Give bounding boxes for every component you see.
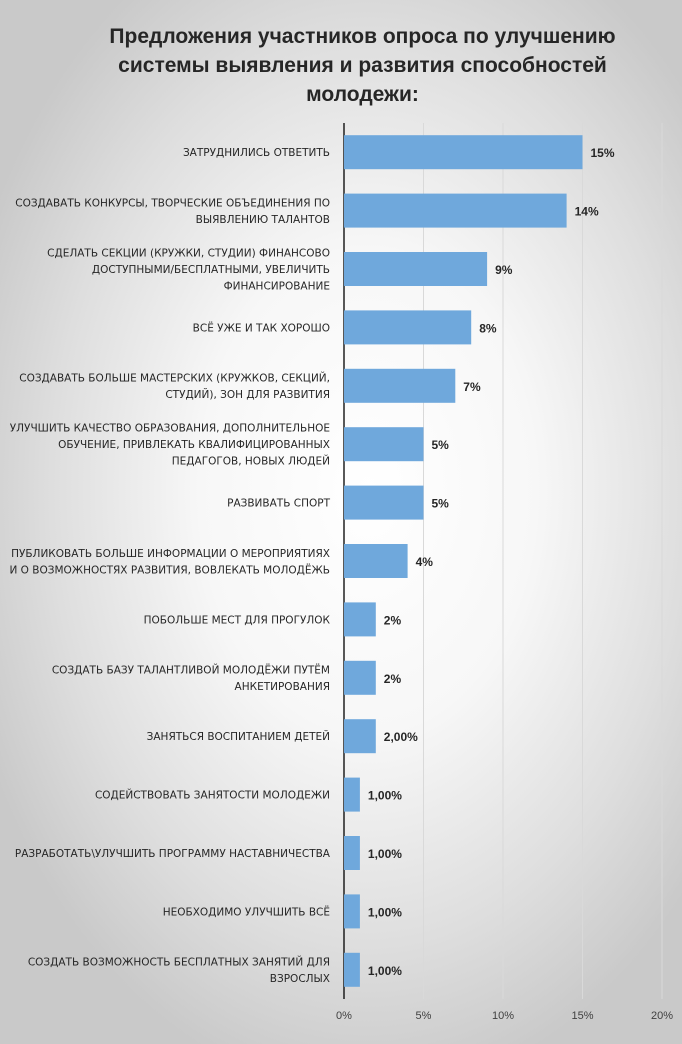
x-tick-label: 10% bbox=[492, 1010, 514, 1022]
bar bbox=[344, 485, 424, 520]
bar bbox=[344, 777, 360, 812]
data-label: 15% bbox=[591, 146, 615, 160]
data-label: 14% bbox=[575, 205, 599, 219]
category-label: СОЗДАВАТЬ БОЛЬШЕ МАСТЕРСКИХ (КРУЖКОВ, СЕ… bbox=[19, 372, 330, 402]
data-label: 2% bbox=[384, 672, 402, 686]
data-label: 1,00% bbox=[368, 847, 402, 861]
category-label: УЛУЧШИТЬ КАЧЕСТВО ОБРАЗОВАНИЯ, ДОПОЛНИТЕ… bbox=[10, 423, 330, 468]
x-tick-label: 15% bbox=[571, 1010, 593, 1022]
data-label: 5% bbox=[432, 497, 450, 511]
data-labels: 15% 14% 9% 8% 7% 5% 5% 4% 2% 2% 2,00% 1,00% 1,00% 1,0… bbox=[368, 146, 615, 978]
data-label: 5% bbox=[432, 438, 450, 452]
bar bbox=[344, 368, 456, 403]
category-label: СОЗДАВАТЬ КОНКУРСЫ, ТВОРЧЕСКИЕ ОБЪЕДИНЕН… bbox=[15, 197, 330, 226]
bar bbox=[344, 894, 360, 929]
bar bbox=[344, 836, 360, 870]
category-label: СОЗДАТЬ БАЗУ ТАЛАНТЛИВОЙ МОЛОДЁЖИ ПУТЁМ А… bbox=[52, 664, 330, 694]
category-label: СОДЕЙСТВОВАТЬ ЗАНЯТОСТИ МОЛОДЕЖИ bbox=[95, 789, 330, 802]
category-label: РАЗВИВАТЬ СПОРТ bbox=[227, 498, 330, 510]
category-labels: ЗАТРУДНИЛИСЬ ОТВЕТИТЬ СОЗДАВАТЬ КОНКУРСЫ,… bbox=[9, 147, 330, 985]
data-label: 1,00% bbox=[368, 789, 402, 803]
x-tick-label: 20% bbox=[651, 1010, 673, 1022]
chart-title: Предложения участников опроса по улучшен… bbox=[109, 25, 616, 106]
x-tick-label: 0% bbox=[336, 1010, 352, 1022]
x-axis-ticks: 0% 5% 10% 15% 20% bbox=[336, 1010, 673, 1022]
category-label: ПУБЛИКОВАТЬ БОЛЬШЕ ИНФОРМАЦИИ О МЕРОПРИЯ… bbox=[9, 548, 330, 577]
category-label: ПОБОЛЬШЕ МЕСТ ДЛЯ ПРОГУЛОК bbox=[144, 614, 331, 626]
bar bbox=[344, 544, 408, 578]
bar bbox=[344, 427, 424, 462]
data-label: 9% bbox=[495, 263, 513, 277]
category-label: ЗАНЯТЬСЯ ВОСПИТАНИЕМ ДЕТЕЙ bbox=[147, 730, 330, 743]
data-label: 2,00% bbox=[384, 730, 418, 744]
category-label: СОЗДАТЬ ВОЗМОЖНОСТЬ БЕСПЛАТНЫХ ЗАНЯТИЙ Д… bbox=[28, 956, 330, 986]
category-label: СДЕЛАТЬ СЕКЦИИ (КРУЖКИ, СТУДИИ) ФИНАНСОВ… bbox=[47, 248, 330, 293]
x-tick-label: 5% bbox=[416, 1010, 432, 1022]
data-label: 8% bbox=[479, 321, 497, 335]
data-label: 4% bbox=[416, 555, 434, 569]
bar bbox=[344, 310, 472, 345]
category-label: РАЗРАБОТАТЬ\УЛУЧШИТЬ ПРОГРАММУ НАСТАВНИЧ… bbox=[15, 848, 331, 860]
data-label: 1,00% bbox=[368, 964, 402, 978]
bar bbox=[344, 252, 488, 286]
data-label: 2% bbox=[384, 613, 402, 627]
bar bbox=[344, 952, 360, 987]
category-label: НЕОБХОДИМО УЛУЧШИТЬ ВСЁ bbox=[163, 905, 330, 918]
bar bbox=[344, 719, 376, 754]
data-label: 7% bbox=[463, 380, 481, 394]
category-label: ЗАТРУДНИЛИСЬ ОТВЕТИТЬ bbox=[183, 147, 330, 159]
bar bbox=[344, 193, 567, 228]
category-label: ВСЁ УЖЕ И ТАК ХОРОШО bbox=[193, 321, 330, 334]
bar bbox=[344, 660, 376, 695]
data-label: 1,00% bbox=[368, 905, 402, 919]
bar bbox=[344, 602, 376, 637]
bar bbox=[344, 135, 583, 170]
bars bbox=[344, 135, 583, 987]
